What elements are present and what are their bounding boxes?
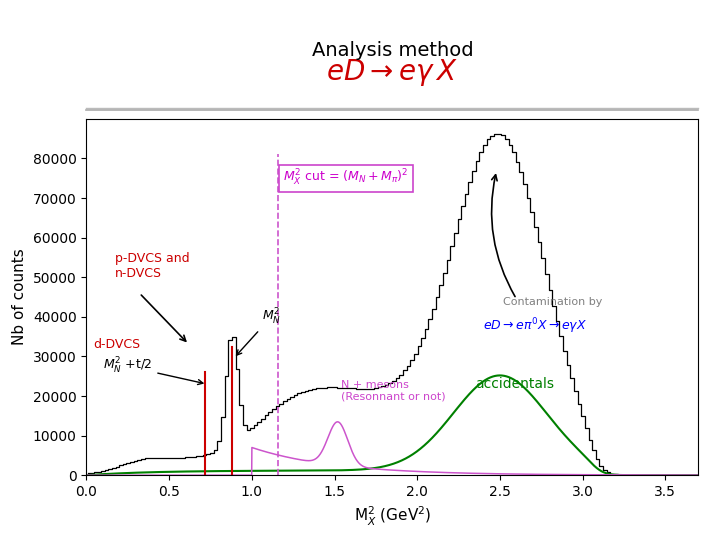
Text: $eD \rightarrow e\gamma\, X$: $eD \rightarrow e\gamma\, X$ <box>326 57 459 88</box>
Text: d-DVCS: d-DVCS <box>93 339 140 352</box>
X-axis label: M$_X^2$ (GeV$^2$): M$_X^2$ (GeV$^2$) <box>354 504 431 528</box>
Text: $M_X^2$ cut = $(M_N+M_\pi)^2$: $M_X^2$ cut = $(M_N+M_\pi)^2$ <box>283 168 409 188</box>
Text: $eD \rightarrow e\pi^0 X \rightarrow e\gamma X$: $eD \rightarrow e\pi^0 X \rightarrow e\g… <box>483 317 588 336</box>
Text: $M_N^2$ +t/2: $M_N^2$ +t/2 <box>103 356 203 384</box>
Text: accidentals: accidentals <box>475 377 554 391</box>
Text: p-DVCS and
n-DVCS: p-DVCS and n-DVCS <box>114 252 189 280</box>
Text: Contamination by: Contamination by <box>503 297 603 307</box>
Y-axis label: Nb of counts: Nb of counts <box>12 248 27 346</box>
Text: N + mesons
(Resonnant or not): N + mesons (Resonnant or not) <box>341 380 446 402</box>
Text: $M_N^2$: $M_N^2$ <box>237 307 281 355</box>
Title: Analysis method: Analysis method <box>312 41 473 60</box>
